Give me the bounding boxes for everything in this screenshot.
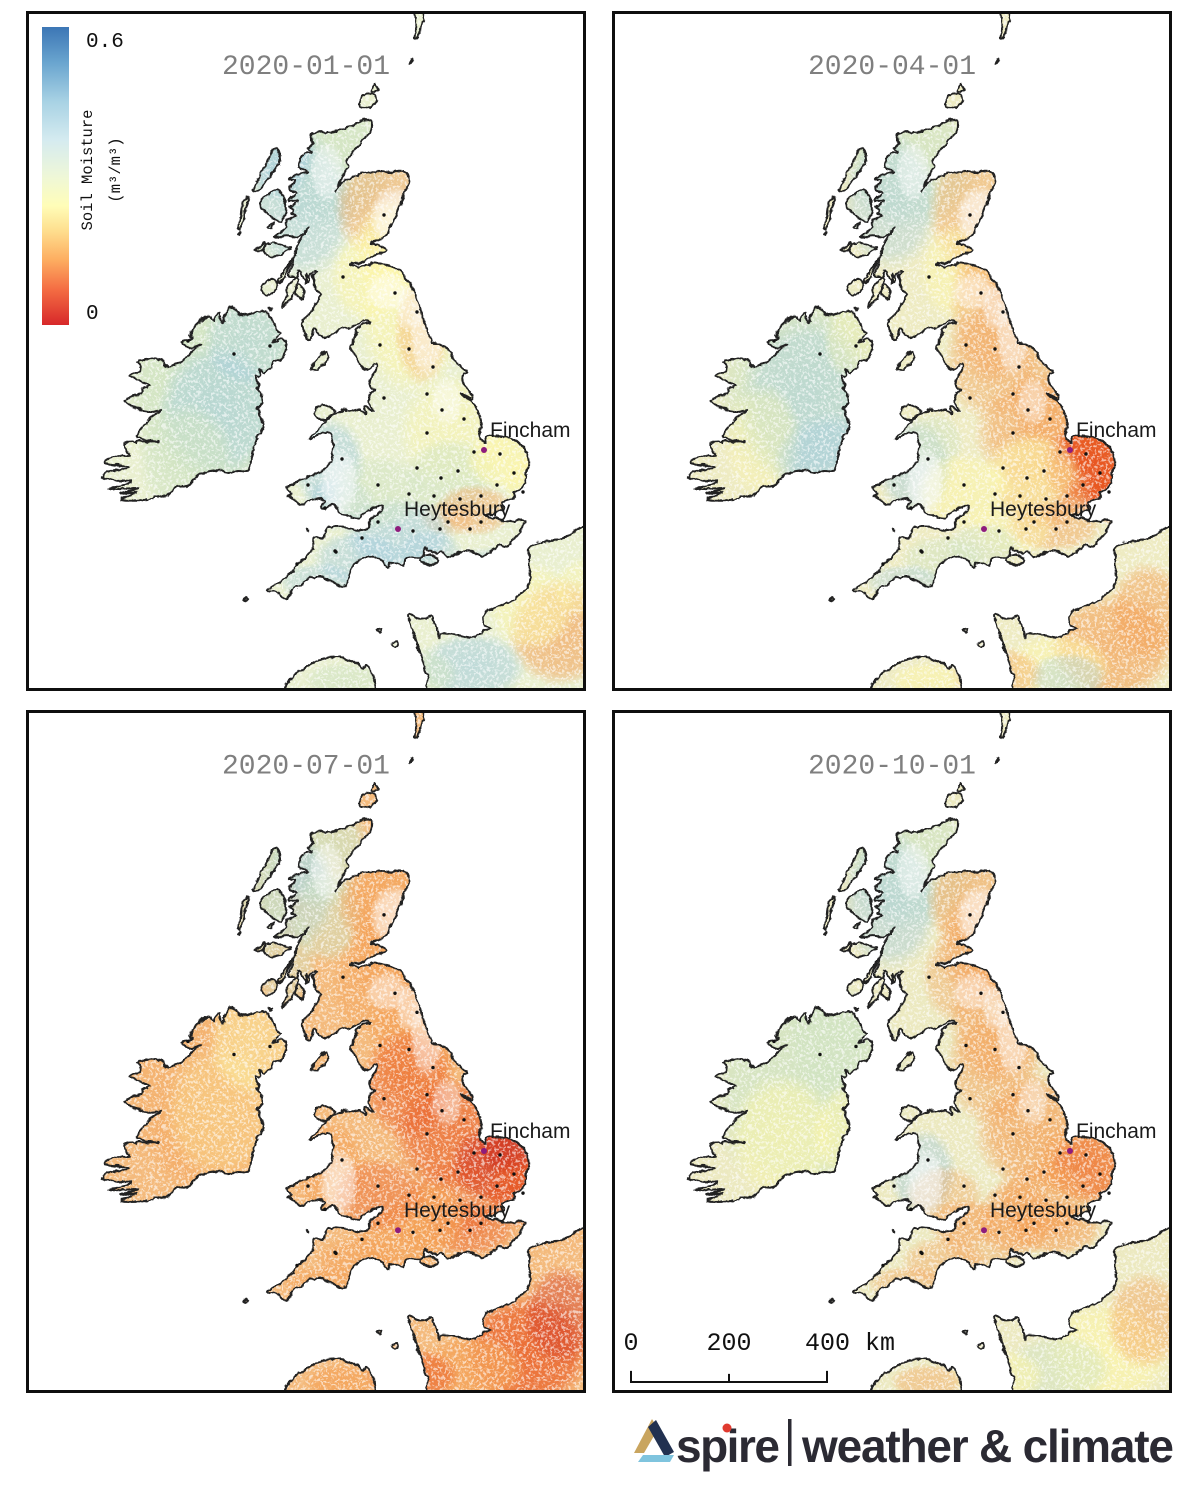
svg-text:Heytesbury: Heytesbury	[404, 1199, 511, 1222]
svg-text:weather & climate: weather & climate	[801, 1420, 1173, 1472]
svg-text:Fincham: Fincham	[1076, 419, 1157, 442]
svg-text:Fincham: Fincham	[490, 419, 571, 442]
svg-text:2020-04-01: 2020-04-01	[808, 52, 976, 83]
svg-text:0: 0	[624, 1329, 639, 1358]
svg-text:(m³/m³): (m³/m³)	[107, 137, 125, 202]
svg-text:Fincham: Fincham	[1076, 1120, 1156, 1143]
svg-text:400 km: 400 km	[805, 1329, 895, 1358]
svg-text:2020-01-01: 2020-01-01	[222, 52, 390, 83]
svg-text:Soil Moisture: Soil Moisture	[79, 110, 97, 231]
svg-text:2020-10-01: 2020-10-01	[808, 751, 976, 782]
svg-text:Fincham: Fincham	[490, 1120, 570, 1143]
svg-text:0: 0	[86, 303, 99, 326]
svg-text:200: 200	[707, 1329, 752, 1358]
svg-text:0.6: 0.6	[86, 31, 124, 54]
svg-text:Heytesbury: Heytesbury	[990, 1199, 1097, 1222]
svg-text:Heytesbury: Heytesbury	[990, 498, 1097, 521]
svg-text:2020-07-01: 2020-07-01	[222, 751, 390, 782]
svg-text:Heytesbury: Heytesbury	[404, 498, 511, 521]
